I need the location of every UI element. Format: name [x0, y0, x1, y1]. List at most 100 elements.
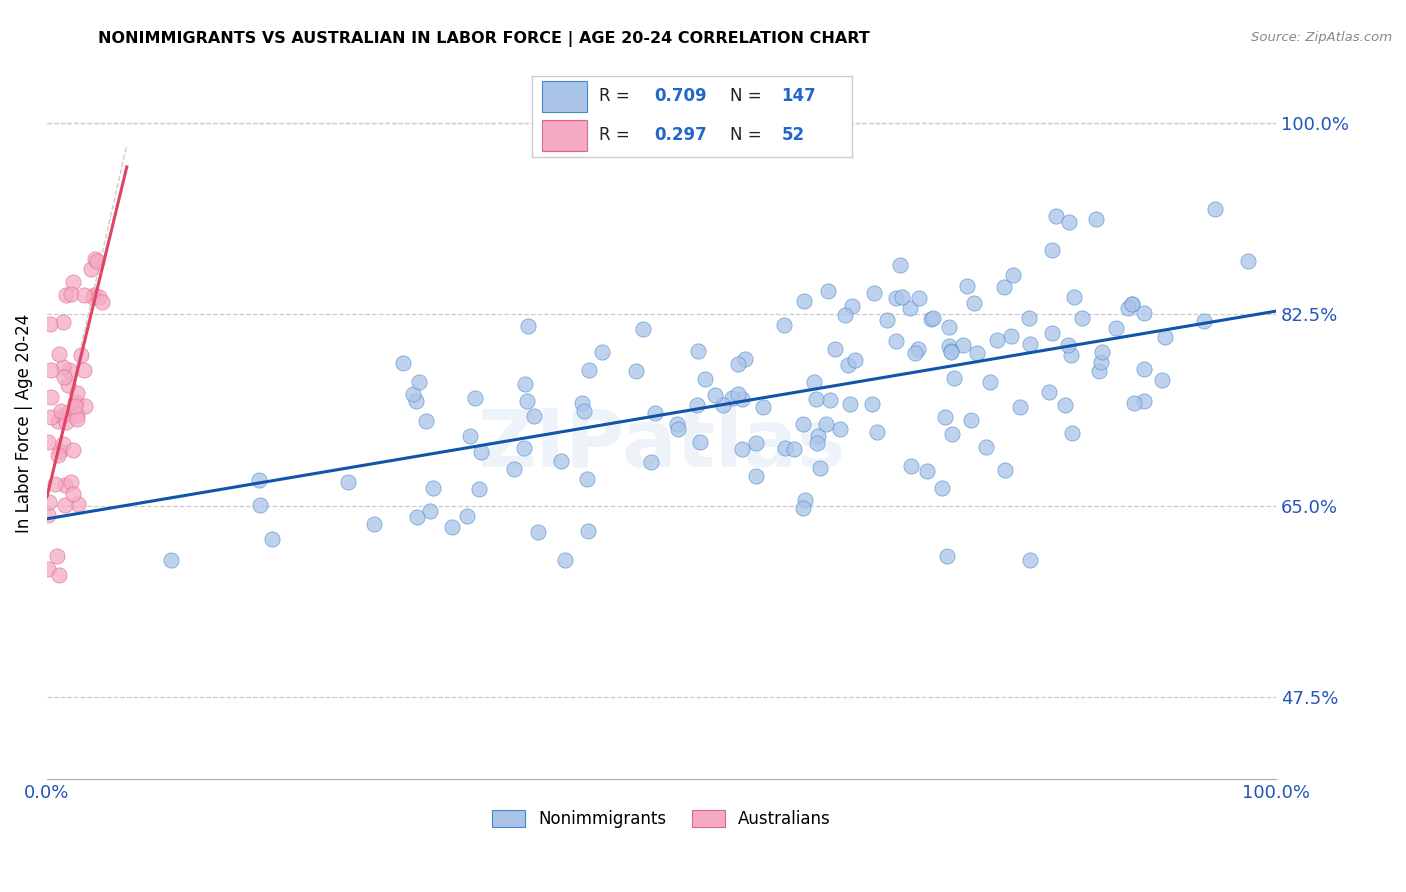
Point: [63, 395, 86, 409]
Point: [890, 290, 912, 304]
Point: [884, 334, 907, 349]
Point: [844, 352, 866, 367]
Point: [1018, 311, 1040, 326]
Point: [820, 392, 842, 407]
Point: [516, 393, 538, 408]
Point: [1040, 243, 1063, 257]
Point: [46, 448, 69, 462]
Point: [994, 463, 1017, 477]
Point: [693, 372, 716, 386]
Point: [1105, 320, 1128, 334]
Point: [1116, 301, 1139, 315]
Point: [817, 284, 839, 298]
Point: [79, 261, 101, 276]
Point: [783, 442, 806, 456]
Point: [1192, 314, 1215, 328]
Point: [727, 387, 749, 401]
Point: [915, 464, 938, 478]
Point: [866, 425, 889, 439]
Point: [405, 394, 427, 409]
Point: [938, 339, 960, 353]
Point: [900, 301, 922, 316]
Point: [571, 395, 593, 409]
Point: [720, 391, 742, 405]
Point: [665, 417, 688, 431]
Point: [900, 459, 922, 474]
Point: [810, 460, 832, 475]
Point: [1019, 553, 1042, 567]
Point: [62, 276, 84, 290]
Point: [624, 364, 647, 378]
Point: [841, 300, 863, 314]
Point: [83, 288, 105, 302]
Point: [59, 475, 82, 489]
Point: [37, 562, 59, 576]
Point: [458, 429, 481, 443]
Point: [979, 375, 1001, 389]
Point: [1063, 290, 1085, 304]
Point: [572, 404, 595, 418]
Point: [745, 436, 768, 450]
Point: [734, 352, 756, 367]
Point: [1204, 202, 1226, 217]
Point: [727, 357, 749, 371]
Point: [51, 404, 73, 418]
Point: [644, 406, 666, 420]
Point: [470, 444, 492, 458]
Point: [46, 414, 69, 428]
Point: [66, 411, 89, 425]
Point: [1045, 209, 1067, 223]
Point: [773, 441, 796, 455]
Point: [591, 345, 613, 359]
Point: [39, 390, 62, 404]
Point: [52, 360, 75, 375]
Point: [66, 408, 89, 422]
Point: [55, 288, 77, 302]
Point: [974, 440, 997, 454]
Point: [62, 486, 84, 500]
Point: [58, 377, 80, 392]
Text: ZIPatlas: ZIPatlas: [477, 406, 845, 484]
Point: [815, 417, 838, 431]
Point: [839, 397, 862, 411]
Point: [63, 400, 86, 414]
Point: [53, 370, 76, 384]
Point: [1084, 211, 1107, 226]
Point: [689, 435, 711, 450]
Point: [956, 279, 979, 293]
Point: [415, 414, 437, 428]
Point: [860, 397, 883, 411]
Point: [931, 481, 953, 495]
Point: [58, 362, 80, 376]
Point: [408, 376, 430, 390]
Point: [966, 346, 988, 360]
Point: [51, 409, 73, 423]
Point: [440, 520, 463, 534]
Point: [464, 391, 486, 405]
Point: [952, 338, 974, 352]
Point: [456, 509, 478, 524]
Point: [1010, 400, 1032, 414]
Point: [513, 377, 536, 392]
Point: [84, 252, 107, 266]
Point: [522, 409, 544, 424]
Point: [58, 406, 80, 420]
Point: [1090, 355, 1112, 369]
Point: [686, 343, 709, 358]
Point: [711, 398, 734, 412]
Point: [904, 346, 927, 360]
Point: [704, 388, 727, 402]
Point: [1000, 329, 1022, 343]
Point: [1060, 349, 1083, 363]
Point: [513, 442, 536, 456]
Point: [48, 347, 70, 361]
Point: [908, 292, 931, 306]
Point: [1121, 297, 1143, 311]
Point: [39, 363, 62, 377]
Point: [578, 363, 600, 377]
Point: [66, 497, 89, 511]
Point: [66, 386, 89, 401]
Point: [803, 375, 825, 389]
Point: [806, 436, 828, 450]
Point: [37, 434, 59, 449]
